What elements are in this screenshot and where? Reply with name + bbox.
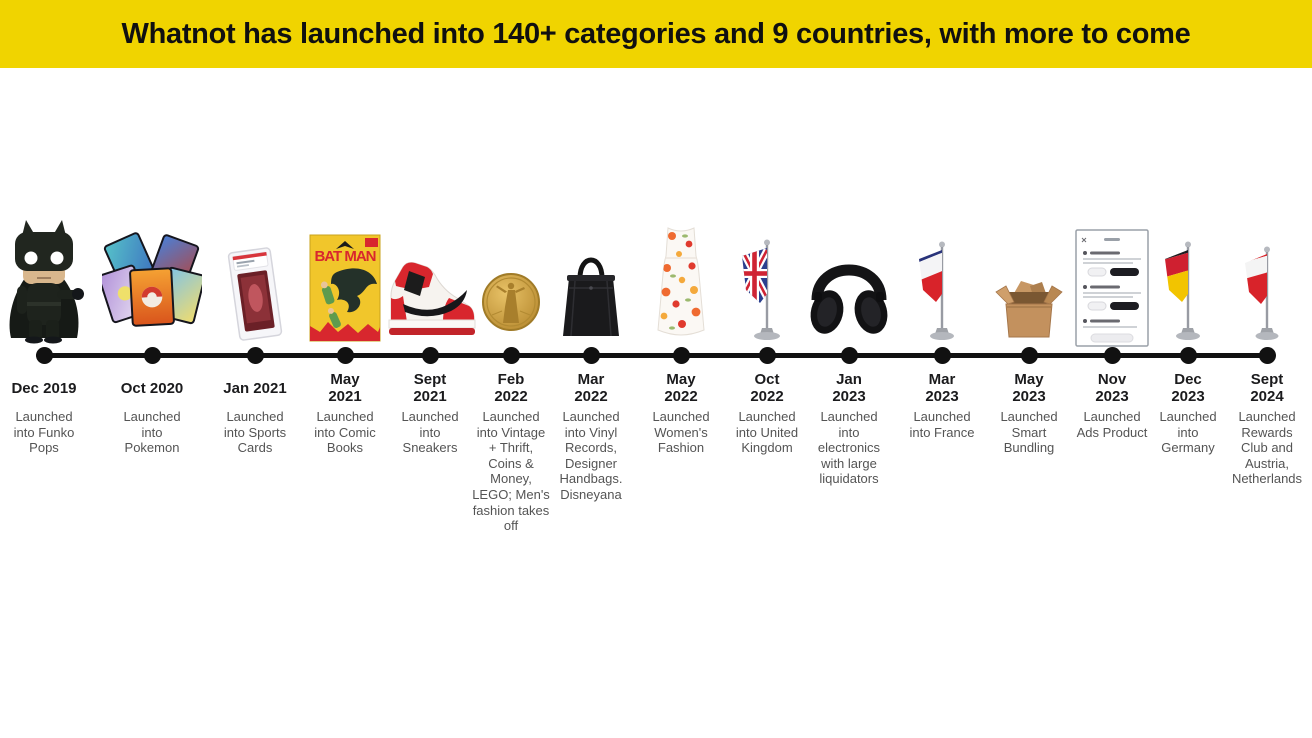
comic-book-icon: BAT MAN — [309, 234, 381, 342]
timeline-description: Launched into Vinyl Records, Designer Ha… — [559, 409, 623, 502]
timeline-dot-icon — [1020, 347, 1038, 364]
timeline-dot-icon — [143, 347, 161, 364]
comic-title-text: BAT MAN — [314, 248, 375, 265]
banner: Whatnot has launched into 140+ categorie… — [0, 0, 1312, 68]
timeline-date: Sept 2021 — [413, 371, 447, 405]
timeline-item-image — [102, 205, 202, 342]
timeline-item: Sept 2024 Launched Rewards Club and Aust… — [1217, 0, 1312, 738]
timeline-date: Feb 2022 — [494, 371, 528, 405]
timeline-dot-icon — [758, 347, 776, 364]
sneaker-icon — [388, 262, 476, 335]
timeline-date: Sept 2024 — [1250, 371, 1284, 405]
timeline-dot-icon — [840, 347, 858, 364]
timeline-description: Launched into Vintage + Thrift, Coins & … — [472, 409, 550, 534]
timeline-item: Dec 2019 Launched into Funko Pops — [0, 0, 94, 738]
timeline-dot-icon — [1258, 347, 1276, 364]
timeline-item: May 2023 Launched Smart Bundling — [979, 0, 1079, 738]
timeline-item-image — [979, 205, 1079, 342]
timeline-dot-icon — [1103, 347, 1121, 364]
timeline-description: Launched into Sports Cards — [223, 409, 287, 456]
france-flag-icon — [919, 241, 954, 340]
timeline-item-image — [892, 205, 992, 342]
timeline-date: Mar 2022 — [574, 371, 608, 405]
timeline-item: Mar 2022 Launched into Vinyl Records, De… — [541, 0, 641, 738]
timeline-description: Launched into France — [909, 409, 975, 440]
timeline-item: Jan 2023 Launched into electronics with … — [799, 0, 899, 738]
timeline-item-image — [799, 205, 899, 342]
timeline-item: Dec 2023 Launched into Germany — [1138, 0, 1238, 738]
floral-dress-icon — [657, 227, 705, 336]
timeline-item-image — [380, 205, 480, 342]
timeline-date: Oct 2022 — [750, 371, 784, 405]
pokemon-cards-icon — [102, 232, 202, 327]
timeline-date: Oct 2020 — [120, 379, 184, 397]
timeline-date: Nov 2023 — [1095, 371, 1129, 405]
timeline-dot-icon — [933, 347, 951, 364]
gold-coin-icon — [482, 273, 540, 331]
timeline-description: Launched Women's Fashion — [652, 409, 710, 456]
timeline-item-image — [1062, 205, 1162, 347]
timeline-item: Feb 2022 Launched into Vintage + Thrift,… — [461, 0, 561, 738]
timeline-date: May 2022 — [664, 371, 698, 405]
timeline-description: Launched into Comic Books — [314, 409, 376, 456]
timeline-date: Dec 2023 — [1171, 371, 1205, 405]
timeline-item: Mar 2023 Launched into France — [892, 0, 992, 738]
timeline-item-image — [717, 205, 817, 342]
timeline-description: Launched into Pokemon — [123, 409, 181, 456]
timeline-description: Launched into Germany — [1159, 409, 1217, 456]
timeline-date: Dec 2019 — [11, 379, 77, 397]
timeline-item-image: BAT MAN — [295, 205, 395, 342]
timeline-description: Launched into Funko Pops — [13, 409, 75, 456]
handbag-icon — [563, 257, 619, 337]
timeline-item: Jan 2021 Launched into Sports Cards — [205, 0, 305, 738]
timeline-date: Jan 2021 — [223, 379, 287, 397]
timeline-item-image — [205, 205, 305, 342]
timeline-description: Launched into electronics with large liq… — [817, 409, 881, 487]
timeline-item: Sept 2021 Launched into Sneakers — [380, 0, 480, 738]
timeline-description: Launched into United Kingdom — [735, 409, 799, 456]
headphones-icon — [810, 264, 888, 334]
timeline-item-image — [631, 205, 731, 342]
timeline-description: Launched into Sneakers — [401, 409, 459, 456]
funko-pop-batman-icon — [9, 220, 84, 344]
timeline-item-image — [1138, 205, 1238, 342]
timeline-dot-icon — [1179, 347, 1197, 364]
timeline-description: Launched Rewards Club and Austria, Nethe… — [1231, 409, 1303, 487]
timeline-date: Mar 2023 — [925, 371, 959, 405]
timeline-dot-icon — [336, 347, 354, 364]
germany-flag-icon — [1165, 241, 1200, 340]
timeline-item-image — [461, 205, 561, 342]
timeline-date: May 2021 — [328, 371, 362, 405]
timeline-dot-icon — [421, 347, 439, 364]
timeline-item: Nov 2023 Launched Ads Product — [1062, 0, 1162, 738]
timeline-dot-icon — [246, 347, 264, 364]
cardboard-box-icon — [995, 281, 1063, 338]
timeline-item: Oct 2022 Launched into United Kingdom — [717, 0, 817, 738]
timeline-item: BAT MAN May 2021 Launched into Comic Boo… — [295, 0, 395, 738]
timeline-date: Jan 2023 — [832, 371, 866, 405]
timeline-description: Launched Ads Product — [1076, 409, 1148, 440]
uk-flag-icon — [742, 239, 780, 340]
timeline-date: May 2023 — [1012, 371, 1046, 405]
timeline-item-image — [0, 205, 94, 344]
ads-product-mockup-icon — [1075, 229, 1149, 347]
timeline-line — [36, 353, 1274, 358]
timeline-dot-icon — [582, 347, 600, 364]
timeline-item-image — [541, 205, 641, 342]
page-title: Whatnot has launched into 140+ categorie… — [121, 17, 1191, 50]
timeline-item: Oct 2020 Launched into Pokemon — [102, 0, 202, 738]
austria-flag-icon — [1245, 246, 1279, 340]
timeline-dot-icon — [672, 347, 690, 364]
timeline-item: May 2022 Launched Women's Fashion — [631, 0, 731, 738]
timeline-dot-icon — [502, 347, 520, 364]
timeline-item-image — [1217, 205, 1312, 342]
timeline-dot-icon — [35, 347, 53, 364]
graded-sports-card-icon — [227, 247, 283, 341]
timeline-description: Launched Smart Bundling — [1000, 409, 1058, 456]
